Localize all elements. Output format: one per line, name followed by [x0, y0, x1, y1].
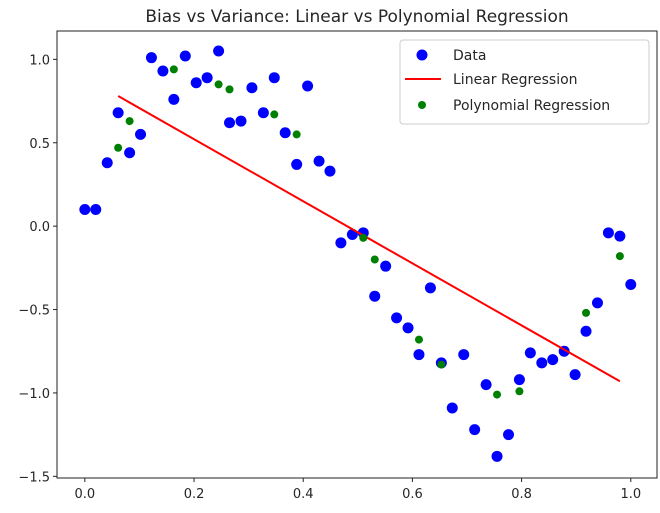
data-point — [302, 80, 314, 92]
data-point — [625, 279, 637, 291]
y-tick-label: 0.0 — [29, 220, 50, 235]
polynomial-point — [414, 335, 423, 344]
data-point — [79, 203, 91, 215]
legend-marker-data — [416, 49, 428, 61]
data-point — [246, 82, 258, 94]
data-point — [190, 77, 202, 89]
data-point — [547, 354, 559, 366]
axes-frame — [56, 30, 658, 479]
polynomial-point — [114, 143, 123, 152]
data-point — [513, 374, 525, 386]
polynomial-point — [125, 117, 134, 126]
polynomial-point — [359, 233, 368, 242]
x-tick-label: 1.0 — [620, 487, 641, 502]
data-point — [614, 230, 626, 242]
linear-regression-line — [117, 95, 621, 383]
data-point — [335, 237, 347, 249]
data-point — [213, 45, 225, 57]
data-point — [112, 107, 124, 119]
data-point — [469, 424, 481, 436]
polynomial-point — [437, 360, 446, 369]
data-point — [569, 369, 581, 381]
data-point — [591, 297, 603, 309]
data-point — [279, 127, 291, 139]
legend-marker-polynomial — [418, 101, 426, 109]
data-point — [446, 402, 458, 414]
plot-marks — [79, 45, 637, 462]
data-point — [536, 357, 548, 369]
data-point — [90, 203, 102, 215]
polynomial-point — [169, 65, 178, 74]
x-tick-label: 0.0 — [74, 487, 95, 502]
polynomial-point — [582, 308, 591, 317]
x-tick-label: 0.2 — [184, 487, 205, 502]
data-point — [135, 128, 147, 140]
data-point — [124, 147, 136, 159]
legend-label-polynomial: Polynomial Regression — [453, 98, 610, 114]
y-tick-label: 0.5 — [29, 137, 50, 152]
data-point — [458, 349, 470, 361]
data-point — [369, 290, 381, 302]
data-point — [480, 379, 492, 391]
x-tick-label: 0.6 — [402, 487, 423, 502]
y-tick-label: −1.0 — [18, 387, 50, 402]
legend-label-data: Data — [453, 48, 486, 64]
data-point — [101, 157, 113, 169]
data-point — [168, 93, 180, 105]
data-point — [380, 260, 392, 272]
legend-box — [399, 39, 650, 125]
data-point — [602, 227, 614, 239]
data-point — [157, 65, 169, 77]
data-point — [145, 52, 157, 64]
legend: Data Linear Regression Polynomial Regres… — [399, 39, 650, 125]
data-point — [313, 155, 325, 167]
polynomial-point — [370, 255, 379, 264]
chart-title: Bias vs Variance: Linear vs Polynomial R… — [145, 7, 568, 27]
data-point — [324, 165, 336, 177]
data-point — [413, 349, 425, 361]
polynomial-point — [292, 130, 301, 139]
data-point — [524, 347, 536, 359]
data-point — [201, 72, 213, 84]
polynomial-point — [615, 252, 624, 261]
data-point — [268, 72, 280, 84]
data-point — [257, 107, 269, 119]
y-tick-label: 1.0 — [29, 53, 50, 68]
data-point — [402, 322, 414, 334]
axis-ticks: 0.0 0.2 0.4 0.6 0.8 1.0 −1.5 −1.0 −0.5 0.0 0.5 1.0 — [18, 53, 641, 502]
data-point — [235, 115, 247, 127]
data-point — [391, 312, 403, 324]
polynomial-point — [515, 387, 524, 396]
x-tick-label: 0.8 — [511, 487, 532, 502]
polynomial-point — [493, 390, 502, 399]
data-point — [291, 158, 303, 170]
data-point — [580, 325, 592, 337]
x-tick-label: 0.4 — [293, 487, 314, 502]
data-point — [179, 50, 191, 62]
y-tick-label: −1.5 — [18, 470, 50, 485]
data-point — [503, 429, 515, 441]
data-point — [491, 450, 503, 462]
polynomial-point — [270, 110, 279, 119]
legend-label-linear: Linear Regression — [453, 72, 578, 88]
y-tick-label: −0.5 — [18, 304, 50, 319]
polynomial-point — [225, 85, 234, 94]
polynomial-point — [214, 80, 223, 89]
data-point — [424, 282, 436, 294]
data-point — [224, 117, 236, 129]
